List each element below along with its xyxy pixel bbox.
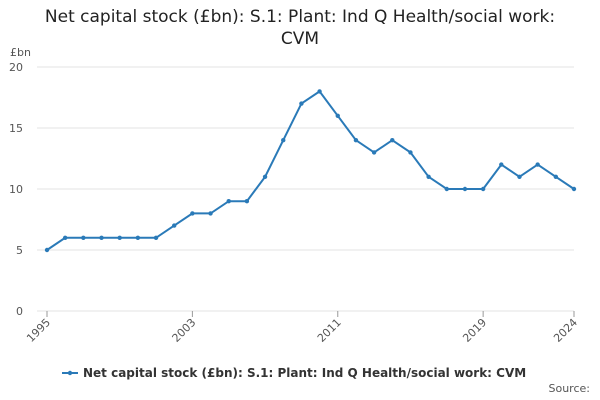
y-axis-label: £bn (10, 46, 31, 59)
point (390, 138, 395, 143)
point (426, 174, 431, 179)
point (408, 150, 413, 155)
y-tick-label: 5 (16, 244, 23, 257)
point (281, 138, 286, 143)
point (571, 186, 577, 192)
line (46, 90, 575, 251)
x-tick-label: 2024 (551, 316, 580, 345)
chart-title: Net capital stock (£bn): S.1: Plant: Ind… (44, 7, 556, 49)
y-tick-label: 0 (16, 305, 23, 318)
point (517, 174, 522, 179)
point (226, 199, 231, 204)
point (135, 235, 141, 240)
point (480, 186, 486, 192)
source: Source: (549, 382, 591, 395)
point (262, 174, 268, 179)
point (553, 174, 559, 179)
point (444, 186, 449, 192)
y-tick-label: 10 (9, 183, 23, 196)
point (81, 235, 86, 240)
point (62, 235, 68, 240)
point (499, 162, 504, 167)
y-tick-label: 20 (9, 61, 23, 74)
point (208, 211, 213, 216)
point (299, 101, 304, 106)
point (244, 199, 250, 204)
y-tick-label: 15 (9, 122, 23, 135)
point (44, 247, 50, 253)
x-tick-label: 2003 (170, 316, 199, 345)
legend-marker (67, 370, 73, 376)
point (172, 223, 177, 228)
point (335, 113, 340, 119)
x-tick-label: 1995 (24, 316, 53, 345)
point (117, 235, 122, 240)
point (153, 235, 159, 240)
point (462, 186, 468, 192)
x-tick-label: 2019 (460, 316, 489, 345)
point (353, 138, 359, 143)
point (99, 235, 104, 240)
point (371, 150, 377, 155)
legend-label: Net capital stock (£bn): S.1: Plant: Ind… (83, 366, 526, 380)
point (317, 89, 322, 94)
point (535, 162, 540, 167)
point (190, 211, 195, 216)
x-tick-label: 2011 (315, 316, 344, 345)
